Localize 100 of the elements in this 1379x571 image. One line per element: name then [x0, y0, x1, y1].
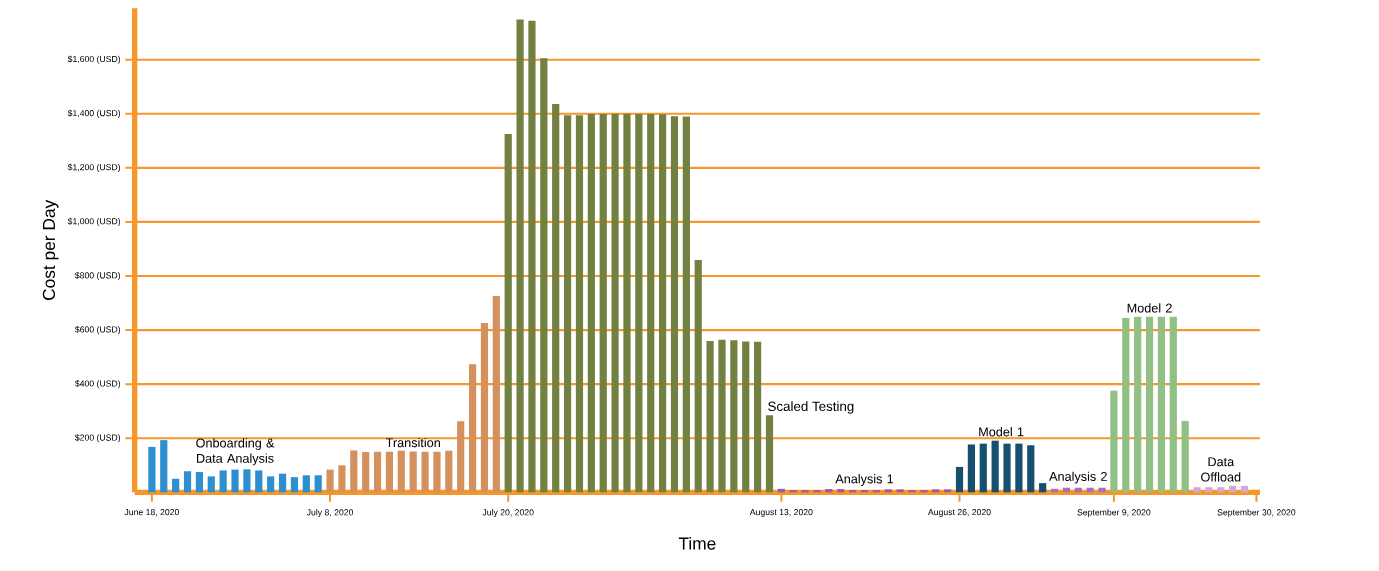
bar: [373, 451, 382, 493]
x-tick-label: August 26, 2020: [927, 509, 991, 517]
bar: [611, 113, 619, 493]
bar: [421, 451, 429, 493]
bar: [991, 440, 999, 493]
y-tick-label: $1,400 (USD): [67, 109, 121, 118]
bar: [267, 476, 275, 493]
bar: [599, 114, 607, 493]
bar: [540, 58, 548, 493]
bar: [1134, 316, 1142, 493]
bar: [587, 114, 595, 493]
bar: [457, 421, 465, 493]
bar: [1003, 443, 1011, 493]
series-label: Onboarding & Data Analysis: [196, 438, 275, 466]
x-tick-label: September 9, 2020: [1077, 509, 1151, 518]
bar: [231, 469, 239, 493]
bar: [433, 451, 441, 493]
bar: [575, 115, 584, 493]
bar: [1169, 316, 1177, 493]
bar: [278, 473, 287, 493]
bar: [563, 115, 572, 493]
bar: [1217, 487, 1225, 493]
bar: [302, 475, 310, 493]
bar: [1145, 316, 1154, 493]
bar: [195, 472, 204, 493]
bar: [1039, 483, 1047, 493]
x-axis-title: Time: [678, 536, 716, 550]
bar: [694, 260, 702, 493]
series-label: Scaled Testing: [768, 401, 854, 414]
bar: [219, 470, 227, 493]
y-tick-label: $400 (USD): [74, 380, 121, 389]
bar: [290, 477, 299, 493]
bar: [730, 340, 738, 493]
bar: [1015, 443, 1023, 493]
bar: [385, 451, 394, 493]
bar: [896, 489, 904, 493]
bar: [326, 469, 334, 493]
bar: [397, 450, 405, 493]
bar: [955, 466, 964, 493]
y-tick-label: $200 (USD): [74, 434, 121, 443]
bar: [659, 114, 667, 493]
y-axis-title: Cost per Day: [42, 199, 59, 301]
bar: [682, 116, 690, 493]
x-tick-label: June 18, 2020: [124, 509, 180, 517]
bar: [492, 296, 500, 493]
y-tick-label: $800 (USD): [74, 271, 121, 281]
bar: [765, 415, 774, 493]
bar: [1098, 487, 1106, 493]
bar: [932, 489, 940, 493]
bar: [884, 489, 892, 493]
bar: [338, 465, 346, 493]
series-label: Data Offload: [1201, 457, 1241, 482]
series-label: Transition: [385, 437, 440, 448]
bar: [979, 443, 987, 493]
bar: [504, 134, 512, 493]
bar: [552, 104, 560, 493]
bar: [1157, 316, 1166, 493]
bar: [183, 471, 192, 493]
bar: [148, 446, 156, 493]
x-tick-label: August 13, 2020: [749, 509, 813, 517]
bar: [243, 469, 251, 493]
series-label: Model 2: [1127, 303, 1172, 313]
bar: [350, 450, 358, 493]
series-label: Model 1: [979, 427, 1024, 437]
bar: [1110, 390, 1118, 493]
bar: [528, 20, 536, 493]
bar: [647, 114, 655, 493]
bar: [1181, 420, 1189, 493]
bar: [837, 489, 845, 493]
bar: [623, 113, 631, 493]
bar: [825, 489, 833, 493]
bar: [314, 475, 322, 493]
y-tick-label: $1,600 (USD): [67, 55, 121, 64]
bar: [480, 323, 489, 493]
bar: [445, 450, 453, 493]
bar: [1122, 317, 1130, 493]
bar: [516, 19, 524, 493]
bar: [362, 452, 370, 493]
bar: [670, 116, 679, 493]
series-label: Analysis 1: [835, 474, 894, 486]
bar: [944, 489, 952, 493]
series-label: Analysis 2: [1049, 471, 1107, 484]
bar: [754, 341, 762, 493]
bar: [742, 341, 750, 493]
bar: [1205, 487, 1213, 493]
bar: [1027, 445, 1035, 493]
bar: [160, 440, 168, 493]
bar: [908, 490, 916, 493]
x-tick-label: July 8, 2020: [306, 509, 354, 518]
x-tick-label: July 20, 2020: [482, 509, 534, 518]
y-tick-label: $600 (USD): [74, 326, 121, 335]
bar: [967, 444, 975, 493]
bar: [409, 451, 417, 493]
bar: [813, 490, 821, 493]
bar: [1193, 487, 1201, 493]
y-tick-label: $1,200 (USD): [67, 163, 121, 172]
bar: [207, 476, 215, 493]
bar: [706, 340, 714, 493]
x-tick-label: September 30, 2020: [1217, 509, 1296, 518]
bar: [172, 478, 180, 493]
